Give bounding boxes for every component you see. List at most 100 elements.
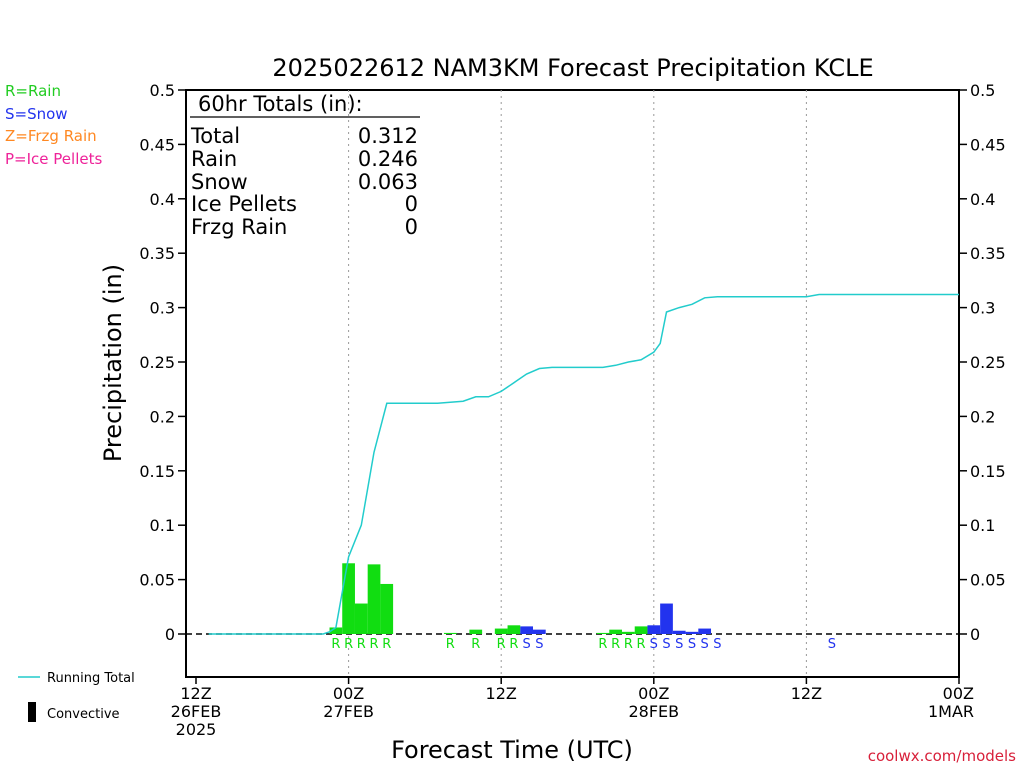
- totals-value-freezing-rain: 0: [405, 215, 418, 239]
- ptype-flag-snow: S: [662, 637, 670, 652]
- ptype-flag-snow: S: [688, 637, 696, 652]
- y-tick-label-right: 0.45: [970, 135, 1006, 154]
- y-tick-label-right: 0: [970, 625, 980, 644]
- y-axis-ticks: 0 00.05 0.050.1 0.10.15 0.150.2 0.20.25 0.250.…: [139, 81, 1005, 644]
- ptype-key-ice-pellets: P=Ice Pellets: [5, 150, 102, 168]
- precip-bar-rain: [596, 632, 610, 634]
- y-tick-label-right: 0.5: [970, 81, 995, 100]
- ptype-flag-snow: S: [828, 637, 836, 652]
- totals-label-rain: Rain: [191, 147, 237, 171]
- y-tick-label-left: 0.15: [139, 462, 175, 481]
- x-tick-label: 12Z: [486, 684, 517, 703]
- precip-bar-snow: [660, 603, 673, 634]
- ptype-flag-rain: R: [446, 637, 455, 652]
- precip-bar-rain: [329, 627, 343, 634]
- ptype-flag-snow: S: [713, 637, 721, 652]
- x-tick-label: 00Z: [333, 684, 364, 703]
- credit-text: coolwx.com/models: [868, 747, 1016, 765]
- ptype-flag-rain: R: [637, 637, 646, 652]
- ptype-flag-rain: R: [497, 637, 506, 652]
- y-tick-label-right: 0.2: [970, 407, 995, 426]
- ptype-flag-rain: R: [331, 637, 340, 652]
- plot-frame: [185, 89, 960, 678]
- y-tick-label-left: 0.3: [150, 299, 175, 318]
- x-tick-label: 2025: [176, 720, 217, 739]
- precipitation-bars: [329, 563, 712, 634]
- x-axis-label: Forecast Time (UTC): [391, 736, 633, 764]
- y-tick-label-right: 0.1: [970, 516, 995, 535]
- y-tick-label-right: 0.4: [970, 190, 995, 209]
- totals-label-ice-pellets: Ice Pellets: [191, 192, 297, 216]
- ptype-flag-rain: R: [357, 637, 366, 652]
- totals-label-freezing-rain: Frzg Rain: [191, 215, 287, 239]
- precip-bar-rain: [367, 564, 381, 634]
- precip-bar-rain: [380, 583, 394, 634]
- y-tick-label-left: 0.2: [150, 407, 175, 426]
- y-tick-label-right: 0.25: [970, 353, 1006, 372]
- y-tick-label-right: 0.3: [970, 299, 995, 318]
- precip-bar-snow: [520, 626, 533, 634]
- precip-bar-rain: [609, 629, 623, 634]
- ptype-key-rain: R=Rain: [5, 82, 61, 100]
- totals-value-ice-pellets: 0: [405, 192, 418, 216]
- y-tick-label-left: 0.35: [139, 244, 175, 263]
- ptype-flag-rain: R: [370, 637, 379, 652]
- ptype-flag-rain: R: [624, 637, 633, 652]
- x-tick-label: 28FEB: [628, 702, 679, 721]
- precip-bar-snow: [698, 628, 712, 634]
- totals-header: 60hr Totals (in):: [198, 92, 363, 116]
- ptype-key-snow: S=Snow: [5, 105, 68, 123]
- totals-value-snow: 0.063: [358, 170, 418, 194]
- precip-bar-rain: [354, 603, 368, 634]
- y-tick-label-left: 0.25: [139, 353, 175, 372]
- ptype-flag-rain: R: [471, 637, 480, 652]
- totals-label-total: Total: [190, 124, 240, 148]
- ptype-flag-rain: R: [598, 637, 607, 652]
- ptype-flag-rain: R: [509, 637, 518, 652]
- precip-bar-snow: [647, 625, 661, 634]
- convective-legend-label: Convective: [47, 707, 120, 722]
- x-tick-label: 1MAR: [928, 702, 974, 721]
- ptype-flag-rain: R: [344, 637, 353, 652]
- ptype-flag-rain: R: [611, 637, 620, 652]
- y-axis-label: Precipitation (in): [99, 264, 127, 462]
- vertical-gridlines: [348, 90, 807, 677]
- y-tick-label-left: 0.45: [139, 135, 175, 154]
- precip-bar-rain: [494, 628, 508, 634]
- y-tick-label-left: 0: [165, 625, 175, 644]
- x-tick-label: 12Z: [791, 684, 822, 703]
- y-tick-label-left: 0.1: [150, 516, 175, 535]
- running-total-line: [208, 293, 959, 635]
- precip-bar-rain: [443, 632, 457, 634]
- totals-value-total: 0.312: [358, 124, 418, 148]
- precip-bar-rain: [622, 631, 635, 634]
- precip-bar-rain: [469, 629, 483, 634]
- x-tick-label: 00Z: [638, 684, 669, 703]
- chart-title: 2025022612 NAM3KM Forecast Precipitation…: [272, 54, 873, 82]
- y-tick-label-left: 0.4: [150, 190, 175, 209]
- ptype-key: R=Rain S=Snow Z=Frzg Rain P=Ice Pellets: [5, 82, 102, 168]
- y-tick-label-left: 0.05: [139, 571, 175, 590]
- y-tick-label-left: 0.5: [150, 81, 175, 100]
- ptype-key-freezing-rain: Z=Frzg Rain: [5, 127, 97, 145]
- y-tick-label-right: 0.15: [970, 462, 1006, 481]
- ptype-flag-snow: S: [650, 637, 658, 652]
- precip-bar-snow: [532, 629, 546, 634]
- line-legend: Running Total Convective: [18, 671, 135, 722]
- precip-bar-rain: [507, 625, 521, 634]
- totals-box: 60hr Totals (in): Total 0.312 Rain 0.246…: [190, 92, 420, 239]
- convective-legend-swatch: [28, 702, 36, 722]
- precip-bar-rain: [342, 563, 355, 634]
- x-tick-label: 12Z: [180, 684, 211, 703]
- y-tick-label-right: 0.05: [970, 571, 1006, 590]
- precip-bar-snow: [685, 631, 699, 634]
- ptype-flag-snow: S: [701, 637, 709, 652]
- precip-bar-snow: [672, 630, 686, 634]
- ptype-flag-rain: R: [382, 637, 391, 652]
- ptype-flag-snow: S: [675, 637, 683, 652]
- ptype-flag-snow: S: [523, 637, 531, 652]
- totals-label-snow: Snow: [191, 170, 248, 194]
